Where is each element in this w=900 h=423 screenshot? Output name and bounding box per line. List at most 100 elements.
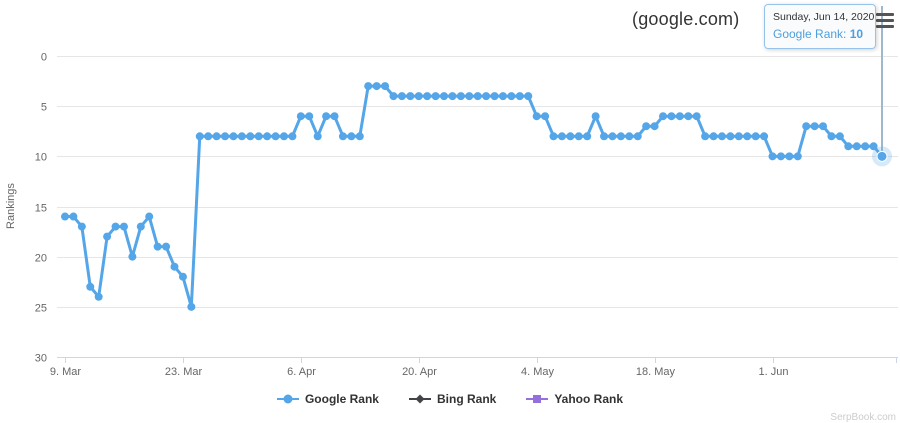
- rank-point[interactable]: [625, 132, 634, 141]
- rank-point[interactable]: [498, 92, 507, 101]
- rank-point[interactable]: [246, 132, 255, 141]
- rank-point[interactable]: [254, 132, 263, 141]
- rank-point[interactable]: [338, 132, 347, 141]
- rank-point[interactable]: [237, 132, 246, 141]
- rank-point[interactable]: [793, 152, 802, 161]
- rank-point[interactable]: [296, 112, 305, 121]
- rank-point[interactable]: [128, 252, 137, 261]
- rank-point[interactable]: [86, 282, 95, 291]
- rank-point[interactable]: [221, 132, 230, 141]
- rank-point[interactable]: [389, 92, 398, 101]
- rank-point[interactable]: [675, 112, 684, 121]
- rank-point[interactable]: [111, 222, 120, 231]
- rank-point[interactable]: [717, 132, 726, 141]
- rank-point[interactable]: [726, 132, 735, 141]
- rank-point[interactable]: [709, 132, 718, 141]
- rank-point[interactable]: [760, 132, 769, 141]
- rank-point[interactable]: [507, 92, 516, 101]
- rank-point[interactable]: [313, 132, 322, 141]
- rank-point[interactable]: [810, 122, 819, 131]
- legend-item-yahoo-rank[interactable]: Yahoo Rank: [526, 392, 623, 406]
- rank-point[interactable]: [195, 132, 204, 141]
- rank-point[interactable]: [170, 262, 179, 271]
- rank-point[interactable]: [229, 132, 238, 141]
- rank-point[interactable]: [372, 82, 381, 91]
- rank-point[interactable]: [532, 112, 541, 121]
- rank-point[interactable]: [692, 112, 701, 121]
- rank-point[interactable]: [490, 92, 499, 101]
- rank-point[interactable]: [557, 132, 566, 141]
- rank-point[interactable]: [650, 122, 659, 131]
- rank-point[interactable]: [69, 212, 78, 221]
- rank-point[interactable]: [827, 132, 836, 141]
- rank-point[interactable]: [448, 92, 457, 101]
- rank-point[interactable]: [103, 232, 112, 241]
- legend-item-google-rank[interactable]: Google Rank: [276, 392, 379, 406]
- rank-point[interactable]: [94, 292, 103, 301]
- rank-point[interactable]: [119, 222, 128, 231]
- rank-point[interactable]: [549, 132, 558, 141]
- rank-point[interactable]: [819, 122, 828, 131]
- rank-point[interactable]: [473, 92, 482, 101]
- rank-point[interactable]: [355, 132, 364, 141]
- rank-point[interactable]: [608, 132, 617, 141]
- rank-point[interactable]: [785, 152, 794, 161]
- rank-point[interactable]: [406, 92, 415, 101]
- rank-point[interactable]: [869, 142, 878, 151]
- rank-point[interactable]: [279, 132, 288, 141]
- rank-point[interactable]: [574, 132, 583, 141]
- rank-point[interactable]: [852, 142, 861, 151]
- rank-point[interactable]: [77, 222, 86, 231]
- rank-point[interactable]: [659, 112, 668, 121]
- rank-point[interactable]: [288, 132, 297, 141]
- rank-point[interactable]: [381, 82, 390, 91]
- rank-point[interactable]: [465, 92, 474, 101]
- rank-point[interactable]: [684, 112, 693, 121]
- rank-point[interactable]: [743, 132, 752, 141]
- legend-item-bing-rank[interactable]: Bing Rank: [408, 392, 496, 406]
- rank-point[interactable]: [330, 112, 339, 121]
- rank-point[interactable]: [701, 132, 710, 141]
- rank-point[interactable]: [667, 112, 676, 121]
- highlighted-point[interactable]: [876, 150, 888, 162]
- rank-point[interactable]: [136, 222, 145, 231]
- rank-point[interactable]: [633, 132, 642, 141]
- rank-point[interactable]: [642, 122, 651, 131]
- rank-point[interactable]: [305, 112, 314, 121]
- rank-point[interactable]: [844, 142, 853, 151]
- rank-point[interactable]: [153, 242, 162, 251]
- rank-point[interactable]: [178, 272, 187, 281]
- rank-point[interactable]: [591, 112, 600, 121]
- rank-point[interactable]: [440, 92, 449, 101]
- rank-point[interactable]: [802, 122, 811, 131]
- rank-point[interactable]: [616, 132, 625, 141]
- rank-point[interactable]: [768, 152, 777, 161]
- rank-point[interactable]: [482, 92, 491, 101]
- rank-point[interactable]: [271, 132, 280, 141]
- rank-point[interactable]: [524, 92, 533, 101]
- rank-point[interactable]: [347, 132, 356, 141]
- rank-point[interactable]: [566, 132, 575, 141]
- rank-point[interactable]: [734, 132, 743, 141]
- rank-point[interactable]: [776, 152, 785, 161]
- rank-point[interactable]: [212, 132, 221, 141]
- rank-point[interactable]: [322, 112, 331, 121]
- rank-point[interactable]: [456, 92, 465, 101]
- rank-point[interactable]: [861, 142, 870, 151]
- rank-point[interactable]: [751, 132, 760, 141]
- rank-point[interactable]: [583, 132, 592, 141]
- rank-point[interactable]: [423, 92, 432, 101]
- rank-point[interactable]: [600, 132, 609, 141]
- rank-point[interactable]: [431, 92, 440, 101]
- chart-context-menu-button[interactable]: [876, 13, 894, 28]
- rank-point[interactable]: [204, 132, 213, 141]
- rank-point[interactable]: [364, 82, 373, 91]
- rank-point[interactable]: [61, 212, 69, 221]
- rank-point[interactable]: [835, 132, 844, 141]
- rank-point[interactable]: [145, 212, 154, 221]
- rank-point[interactable]: [515, 92, 524, 101]
- rank-point[interactable]: [162, 242, 171, 251]
- rank-point[interactable]: [397, 92, 406, 101]
- rank-point[interactable]: [414, 92, 423, 101]
